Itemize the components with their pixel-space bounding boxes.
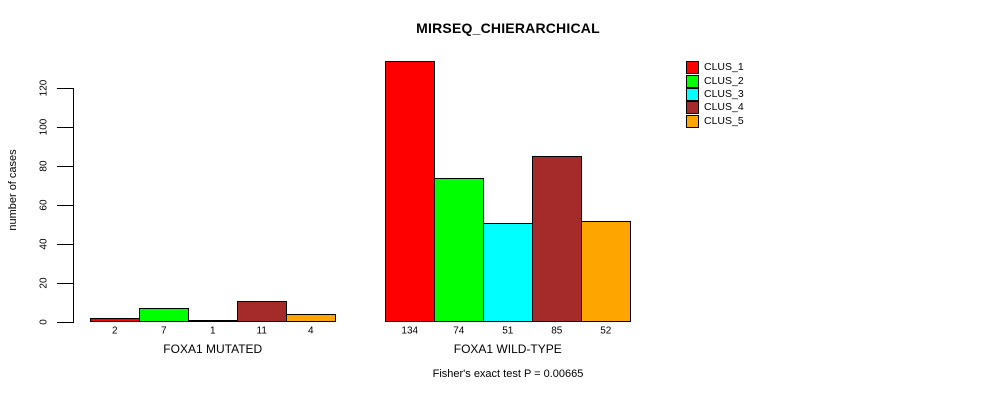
bar-value-label-text: 2 <box>111 325 118 337</box>
legend-swatch-clus_3 <box>686 87 699 101</box>
y-tick-label-40-text: 40 <box>38 238 50 250</box>
y-tick-label-0-text: 0 <box>38 319 50 325</box>
legend-item-clus_2: CLUS_2 <box>686 74 744 88</box>
bar-clus_5-group2 <box>581 221 631 322</box>
bar-value-label-text: 134 <box>401 325 419 337</box>
y-axis-label-text: number of cases <box>7 149 19 231</box>
bar-clus_1-group1 <box>90 318 140 322</box>
legend-swatch-clus_5 <box>686 114 699 128</box>
bar-clus_5-group1 <box>286 314 336 322</box>
chart-title-text: MIRSEQ_CHIERARCHICAL <box>416 20 600 36</box>
legend-label-clus_2: CLUS_2 <box>704 74 744 87</box>
bar-clus_2-group1 <box>139 308 189 322</box>
y-tick-label-100-text: 100 <box>38 118 50 136</box>
bar-clus_1-group2 <box>385 61 435 322</box>
bar-clus_4-group2 <box>532 156 582 322</box>
y-tick-label-80-text: 80 <box>38 160 50 172</box>
legend-item-clus_1: CLUS_1 <box>686 61 744 75</box>
y-tick-mark <box>57 322 73 323</box>
bar-value-label-text: 7 <box>160 325 167 337</box>
footnote-text: Fisher's exact test P = 0.00665 <box>432 368 584 380</box>
y-tick-mark <box>57 283 73 284</box>
y-tick-mark <box>57 127 73 128</box>
legend-swatch-clus_2 <box>686 74 699 88</box>
legend-swatch-clus_1 <box>686 61 699 75</box>
legend-label-clus_3: CLUS_3 <box>704 87 744 100</box>
y-tick-label-20-text: 20 <box>38 277 50 289</box>
legend-label-clus_1: CLUS_1 <box>704 61 744 74</box>
y-axis-line <box>73 88 74 323</box>
bar-value-label-text: 74 <box>453 325 465 337</box>
bar-value-label-text: 1 <box>209 325 216 337</box>
bar-value-label-text: 11 <box>256 325 267 337</box>
bar-value-label-text: 52 <box>600 325 612 337</box>
y-tick-mark <box>57 88 73 89</box>
legend: CLUS_1 CLUS_2 CLUS_3 CLUS_4 CLUS_5 <box>686 61 744 128</box>
bar-value-label-text: 85 <box>551 325 563 337</box>
bar-value-label-text: 4 <box>307 325 314 337</box>
y-tick-label-60-text: 60 <box>38 199 50 211</box>
group-label-2-text: FOXA1 WILD-TYPE <box>453 342 562 356</box>
group-label-1-text: FOXA1 MUTATED <box>163 342 263 356</box>
bar-value-label-text: 51 <box>502 325 514 337</box>
y-tick-label-120-text: 120 <box>38 79 50 97</box>
legend-item-clus_5: CLUS_5 <box>686 114 744 128</box>
y-tick-mark <box>57 244 73 245</box>
legend-swatch-clus_4 <box>686 101 699 115</box>
bar-clus_3-group1 <box>188 320 238 322</box>
y-tick-mark <box>57 205 73 206</box>
bar-clus_4-group1 <box>237 301 287 322</box>
y-tick-mark <box>57 166 73 167</box>
legend-item-clus_4: CLUS_4 <box>686 101 744 115</box>
legend-label-clus_5: CLUS_5 <box>704 114 744 127</box>
bar-clus_3-group2 <box>483 223 533 322</box>
legend-item-clus_3: CLUS_3 <box>686 87 744 101</box>
bar-clus_2-group2 <box>434 178 484 322</box>
legend-label-clus_4: CLUS_4 <box>704 101 744 114</box>
